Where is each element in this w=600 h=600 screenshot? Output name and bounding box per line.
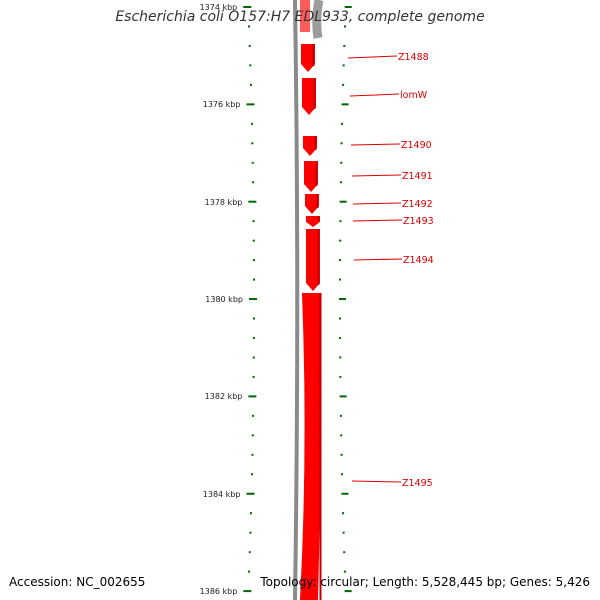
- gene-feature-z1490: [303, 136, 317, 156]
- accession-text: Accession: NC_002655: [9, 575, 146, 589]
- gene-label-connector: [350, 143, 401, 146]
- gene-label-connector: [349, 93, 400, 97]
- gene-arrow: [302, 78, 316, 115]
- gene-label: Z1491: [402, 171, 433, 182]
- gene-label: Z1494: [403, 255, 434, 266]
- kbp-label: 1380 kbp: [205, 295, 243, 304]
- gene-feature-lomw: [302, 78, 316, 115]
- gene-arrow: [306, 229, 320, 291]
- gene-label-connector: [347, 55, 398, 59]
- gene-label: Z1492: [402, 199, 433, 210]
- kbp-label: 1378 kbp: [205, 198, 243, 207]
- backbone-inner-ring-segment: [312, 0, 324, 39]
- gene-arrow: [306, 216, 320, 227]
- gene-label: lomW: [400, 90, 428, 101]
- gene-feature-z1493: [306, 216, 320, 227]
- kbp-label: 1384 kbp: [203, 490, 241, 499]
- gene-label-connector: [352, 202, 402, 205]
- gene-label-connector: [353, 258, 403, 261]
- gene-label-connector: [352, 219, 403, 222]
- gene-arrow: [301, 44, 315, 72]
- gene-label: Z1488: [398, 52, 429, 63]
- gene-label-connector: [351, 480, 402, 483]
- kbp-label: 1382 kbp: [205, 392, 243, 401]
- gene-label-connector: [351, 174, 402, 177]
- gene-arrow: [305, 194, 319, 214]
- gene-feature-z1492: [305, 194, 319, 214]
- gene-features: [300, 44, 322, 600]
- gene-arrow: [303, 136, 317, 156]
- gene-labels: Z1488 lomW Z1490 Z1491 Z1492 Z1493 Z1494 Z1495: [347, 52, 434, 489]
- gene-label: Z1495: [402, 478, 433, 489]
- gene-feature-z1488: [301, 44, 315, 72]
- kbp-label: 1374 kbp: [200, 3, 238, 12]
- gene-arrow: [300, 293, 321, 600]
- gene-feature-z1494: [306, 229, 320, 291]
- gene-arrow: [304, 161, 318, 192]
- topology-text: Topology: circular; Length: 5,528,445 bp…: [260, 575, 590, 589]
- gene-label: Z1490: [401, 140, 432, 151]
- gene-feature-z1491: [304, 161, 318, 192]
- gene-feature-z1495: [300, 293, 322, 600]
- kbp-label: 1376 kbp: [203, 100, 241, 109]
- map-title: Escherichia coli O157:H7 EDL933, complet…: [115, 9, 485, 25]
- kbp-label: 1386 kbp: [200, 587, 238, 596]
- gene-label: Z1493: [403, 216, 434, 227]
- kbp-ticks: 1374 kbp 1376 kbp 1378 kbp 1380 kbp 1382 kbp…: [200, 3, 352, 596]
- backbone-outer-ring: [293, 0, 300, 600]
- genome-backbone: [293, 0, 324, 600]
